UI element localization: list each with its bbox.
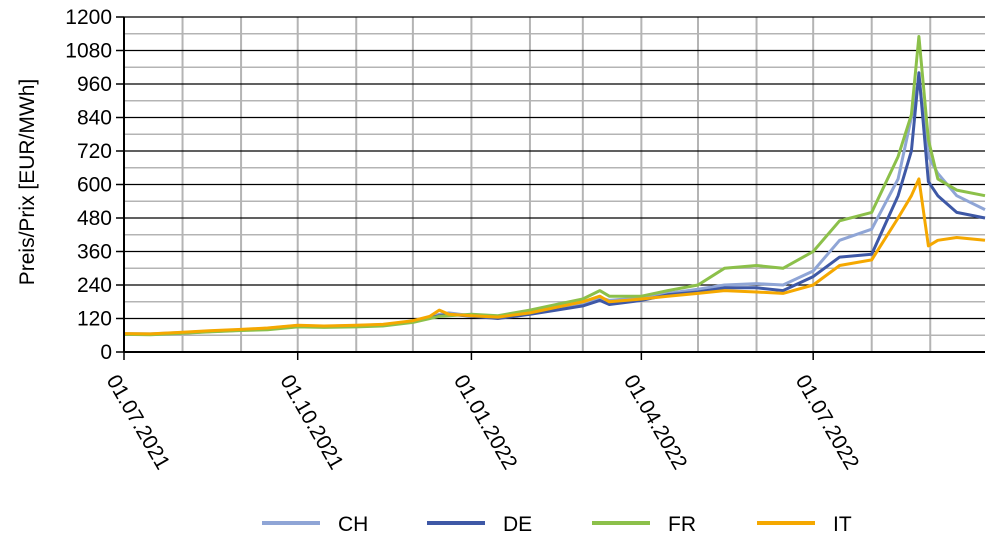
legend-label-it: IT <box>833 513 852 536</box>
x-tick-label: 01.01.2022 <box>449 371 521 474</box>
y-tick-label: 360 <box>77 241 112 264</box>
y-axis-label: Preis/Prix [EUR/MWh] <box>16 79 39 286</box>
series-lines <box>123 35 986 337</box>
y-tick-label: 600 <box>77 174 112 197</box>
y-tick-label: 720 <box>77 140 112 163</box>
legend-label-fr: FR <box>668 513 696 536</box>
legend: CH DE FR IT <box>262 513 852 536</box>
y-tick-label: 1080 <box>65 40 112 63</box>
x-tick-label: 01.07.2022 <box>791 371 863 474</box>
y-tick-label: 240 <box>77 274 112 297</box>
legend-label-ch: CH <box>338 513 368 536</box>
y-tick-label: 960 <box>77 73 112 96</box>
y-tick-label: 480 <box>77 207 112 230</box>
axes <box>123 17 985 353</box>
series-line-it <box>123 177 986 336</box>
y-tick-labels: 0 120 240 360 480 600 720 840 960 1080 1200 <box>65 6 124 364</box>
series-line-fr <box>123 35 986 337</box>
series-line-de <box>123 71 986 336</box>
y-tick-label: 1200 <box>65 6 112 29</box>
y-tick-label: 120 <box>77 308 112 331</box>
legend-label-de: DE <box>503 513 532 536</box>
y-tick-label: 0 <box>100 341 112 364</box>
y-tick-label: 840 <box>77 107 112 130</box>
x-tick-label: 01.10.2021 <box>275 371 347 474</box>
grid-lines <box>123 16 985 353</box>
series-line-ch <box>123 76 986 336</box>
x-tick-label: 01.07.2021 <box>102 371 174 474</box>
x-tick-label: 01.04.2022 <box>619 371 691 474</box>
x-tick-labels: 01.07.2021 01.10.2021 01.01.2022 01.04.2022… <box>102 352 863 474</box>
